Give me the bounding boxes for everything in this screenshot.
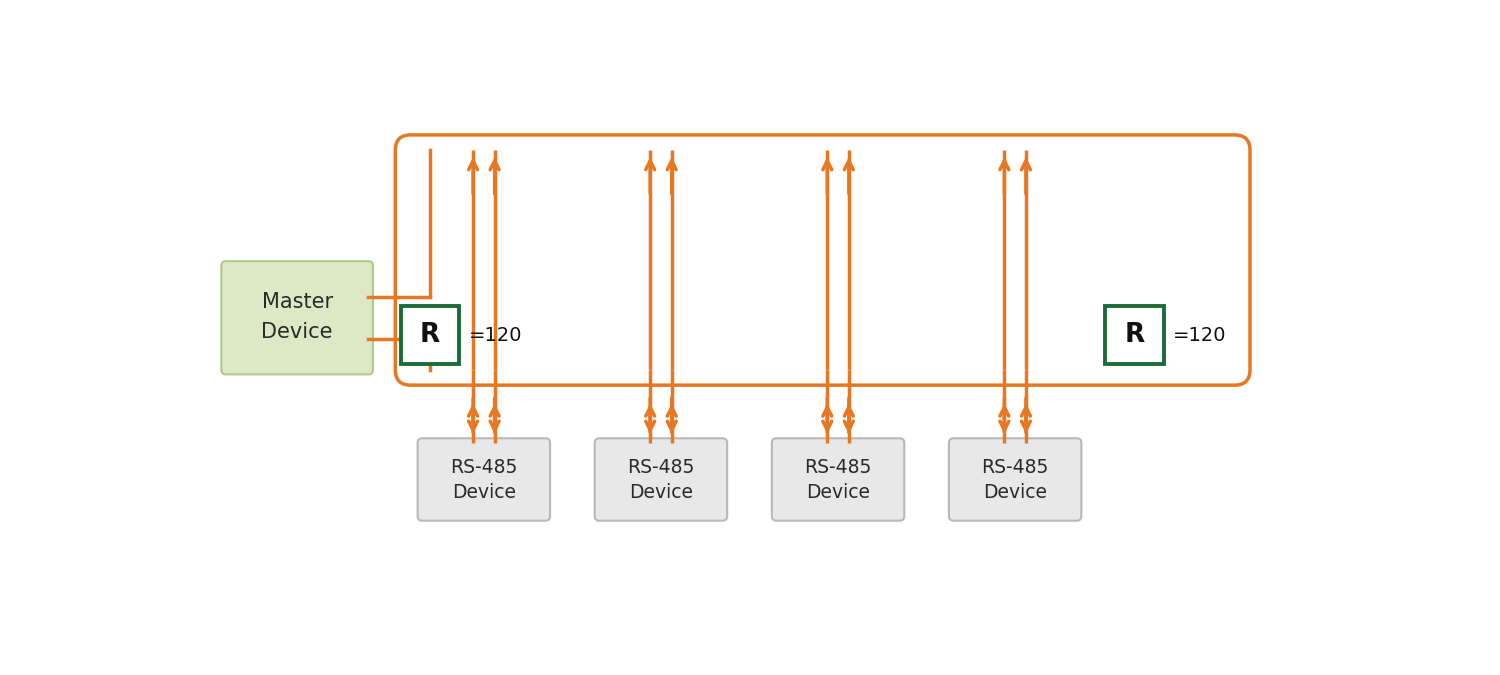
Text: Device: Device: [806, 483, 870, 502]
Text: RS-485: RS-485: [627, 458, 694, 477]
FancyBboxPatch shape: [222, 261, 374, 375]
Text: Device: Device: [628, 483, 693, 502]
FancyBboxPatch shape: [400, 306, 459, 365]
FancyBboxPatch shape: [417, 438, 550, 520]
Text: RS-485: RS-485: [804, 458, 871, 477]
Text: RS-485: RS-485: [450, 458, 518, 477]
Text: R: R: [420, 322, 440, 348]
Text: Device: Device: [982, 483, 1047, 502]
FancyBboxPatch shape: [594, 438, 728, 520]
FancyBboxPatch shape: [1106, 306, 1164, 365]
FancyBboxPatch shape: [396, 135, 1250, 385]
Text: =120: =120: [1173, 325, 1227, 345]
Text: Master: Master: [261, 292, 333, 313]
Text: R: R: [1125, 322, 1144, 348]
Text: Device: Device: [261, 321, 333, 342]
Text: =120: =120: [468, 325, 522, 345]
Text: Device: Device: [452, 483, 516, 502]
FancyBboxPatch shape: [950, 438, 1082, 520]
Text: RS-485: RS-485: [981, 458, 1048, 477]
FancyBboxPatch shape: [772, 438, 904, 520]
